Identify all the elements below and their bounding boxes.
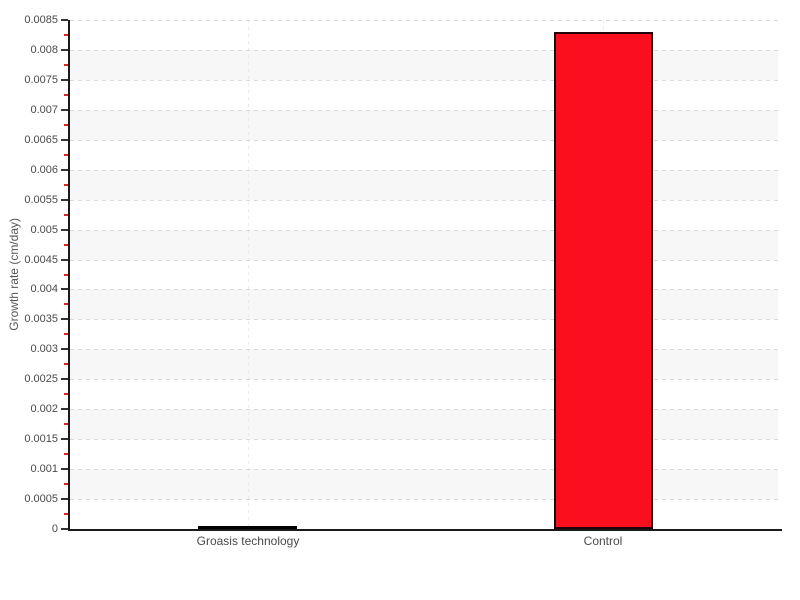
y-major-tick — [61, 199, 68, 201]
y-tick-label: 0.001 — [30, 463, 58, 475]
y-minor-tick — [64, 363, 68, 365]
y-major-tick — [61, 19, 68, 21]
y-grid-line — [70, 439, 778, 440]
y-tick-label: 0.0005 — [24, 493, 58, 505]
y-major-tick — [61, 229, 68, 231]
y-minor-tick — [64, 483, 68, 485]
y-minor-tick — [64, 303, 68, 305]
y-grid-line — [70, 499, 778, 500]
x-axis-line — [68, 529, 782, 531]
y-grid-line — [70, 260, 778, 261]
y-major-tick — [61, 109, 68, 111]
plot-band — [70, 229, 778, 260]
y-grid-line — [70, 469, 778, 470]
y-major-tick — [61, 259, 68, 261]
y-grid-line — [70, 170, 778, 171]
plot-band — [70, 49, 778, 80]
x-category-label: Control — [583, 534, 623, 548]
y-grid-line — [70, 20, 778, 21]
y-grid-line — [70, 200, 778, 201]
y-major-tick — [61, 79, 68, 81]
y-tick-label: 0.002 — [30, 403, 58, 415]
y-grid-line — [70, 379, 778, 380]
y-grid-line — [70, 50, 778, 51]
y-minor-tick — [64, 274, 68, 276]
y-tick-label: 0.0015 — [24, 433, 58, 445]
x-category-label: Groasis technology — [196, 534, 300, 548]
plot-band — [70, 409, 778, 440]
y-grid-line — [70, 80, 778, 81]
y-minor-tick — [64, 393, 68, 395]
y-major-tick — [61, 139, 68, 141]
y-minor-tick — [64, 184, 68, 186]
y-minor-tick — [64, 214, 68, 216]
y-tick-label: 0.0065 — [24, 134, 58, 146]
y-tick-label: 0.004 — [30, 283, 58, 295]
y-major-tick — [61, 528, 68, 530]
y-axis-line — [68, 20, 70, 531]
y-tick-label: 0.0055 — [24, 194, 58, 206]
y-major-tick — [61, 318, 68, 320]
y-tick-label: 0.0045 — [24, 254, 58, 266]
y-major-tick — [61, 169, 68, 171]
y-major-tick — [61, 348, 68, 350]
y-grid-line — [70, 230, 778, 231]
y-minor-tick — [64, 94, 68, 96]
y-tick-label: 0.0085 — [24, 14, 58, 26]
y-tick-label: 0.007 — [30, 104, 58, 116]
y-minor-tick — [64, 124, 68, 126]
y-tick-label: 0.0075 — [24, 74, 58, 86]
y-grid-line — [70, 110, 778, 111]
y-tick-label: 0.008 — [30, 44, 58, 56]
y-grid-line — [70, 140, 778, 141]
plot-band — [70, 289, 778, 320]
y-minor-tick — [64, 333, 68, 335]
y-major-tick — [61, 438, 68, 440]
y-major-tick — [61, 378, 68, 380]
y-minor-tick — [64, 64, 68, 66]
y-minor-tick — [64, 453, 68, 455]
plot-band — [70, 109, 778, 140]
y-minor-tick — [64, 34, 68, 36]
category-grid-line — [248, 20, 249, 529]
y-tick-label: 0 — [51, 523, 58, 535]
y-minor-tick — [64, 513, 68, 515]
y-major-tick — [61, 498, 68, 500]
y-tick-label: 0.0035 — [24, 313, 58, 325]
y-grid-line — [70, 349, 778, 350]
plot-band — [70, 169, 778, 200]
y-axis-title: Growth rate (cm/day) — [2, 20, 26, 529]
y-tick-label: 0.005 — [30, 224, 58, 236]
y-tick-label: 0.003 — [30, 343, 58, 355]
y-major-tick — [61, 288, 68, 290]
y-grid-line — [70, 319, 778, 320]
y-major-tick — [61, 49, 68, 51]
y-tick-label: 0.006 — [30, 164, 58, 176]
y-minor-tick — [64, 154, 68, 156]
y-tick-label: 0.0025 — [24, 373, 58, 385]
plot-band — [70, 349, 778, 380]
y-grid-line — [70, 289, 778, 290]
plot-band — [70, 469, 778, 500]
y-minor-tick — [64, 423, 68, 425]
y-grid-line — [70, 409, 778, 410]
y-major-tick — [61, 408, 68, 410]
bar-control[interactable] — [554, 32, 653, 529]
y-minor-tick — [64, 244, 68, 246]
y-major-tick — [61, 468, 68, 470]
